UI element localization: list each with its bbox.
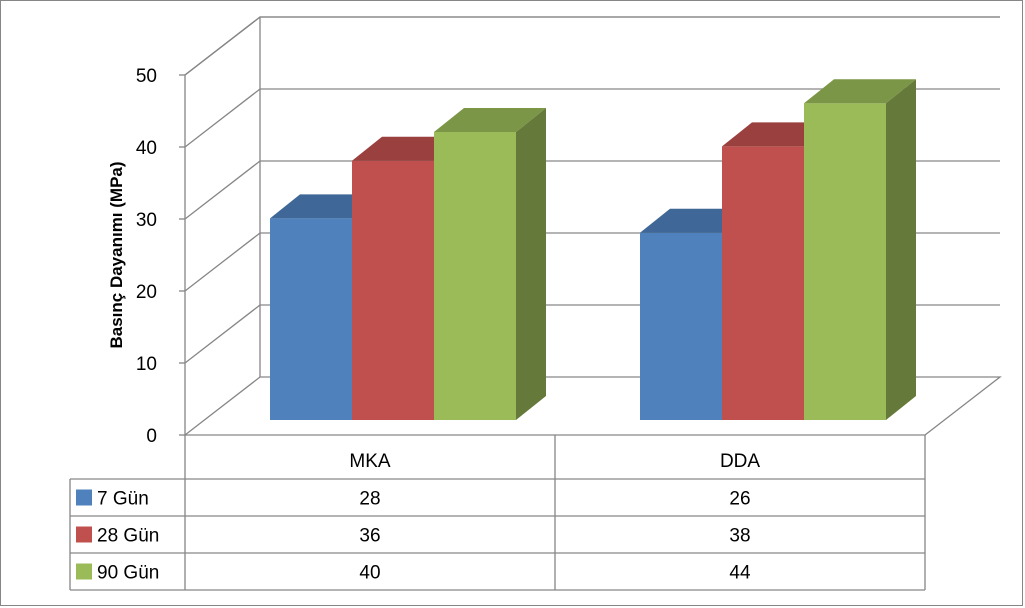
table-cell: 28 — [359, 489, 380, 510]
table-cell: 40 — [359, 563, 380, 584]
bar-front — [270, 218, 352, 420]
y-tick-label: 30 — [136, 210, 157, 231]
table-header-dda: DDA — [720, 451, 760, 472]
legend-key — [76, 526, 92, 543]
y-tick-label: 50 — [136, 66, 157, 87]
legend-label: 28 Gün — [97, 526, 159, 547]
bar-side — [516, 108, 546, 420]
gridline — [184, 88, 1000, 148]
y-tick-label: 20 — [136, 282, 157, 303]
bar-dda-3 — [804, 79, 916, 420]
y-axis-ticks: 0 10 20 30 40 50 — [136, 66, 185, 447]
table-cell: 38 — [729, 526, 750, 547]
table-cell: 44 — [729, 563, 751, 584]
gridline — [184, 16, 1000, 76]
bar-top — [804, 79, 916, 104]
bar-front — [722, 146, 804, 420]
table-header-mka: MKA — [349, 451, 391, 472]
y-tick-label: 40 — [136, 138, 157, 159]
floor-outline — [183, 376, 1002, 436]
legend-key — [76, 563, 92, 580]
bars — [270, 79, 916, 421]
bar-side — [886, 79, 916, 420]
bar-front — [804, 103, 886, 420]
bar-front — [434, 132, 516, 420]
bar-top — [434, 108, 546, 132]
y-axis-label: Basınç Dayanımı (MPa) — [107, 161, 126, 348]
table-cell: 36 — [359, 526, 380, 547]
legend-label: 90 Gün — [97, 563, 159, 584]
bar-front — [640, 232, 722, 420]
legend-key — [76, 489, 92, 506]
bar-mka-3 — [434, 108, 546, 420]
legend-label: 7 Gün — [97, 489, 149, 510]
data-table: MKA DDA 7 Gün 28 26 28 Gün 36 38 90 Gün 40 44 — [69, 435, 926, 591]
table-cell: 26 — [729, 489, 750, 510]
bar-front — [352, 160, 434, 421]
y-tick-label: 10 — [136, 354, 157, 375]
y-tick-label: 0 — [146, 426, 157, 447]
